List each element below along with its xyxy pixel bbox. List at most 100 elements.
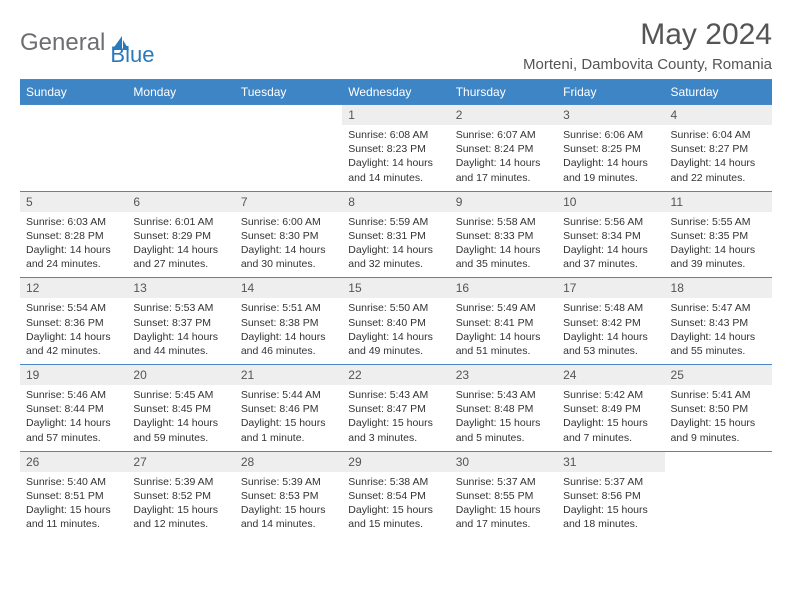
sunrise-text: Sunrise: 6:08 AM [348,128,443,142]
day-cell: Sunrise: 5:53 AMSunset: 8:37 PMDaylight:… [127,298,234,364]
day-number: 6 [127,191,234,212]
day2-text: and 3 minutes. [348,431,443,445]
day-cell: Sunrise: 5:51 AMSunset: 8:38 PMDaylight:… [235,298,342,364]
day1-text: Daylight: 14 hours [456,156,551,170]
sunrise-text: Sunrise: 6:03 AM [26,215,121,229]
day2-text: and 11 minutes. [26,517,121,531]
sunset-text: Sunset: 8:40 PM [348,316,443,330]
day1-text: Daylight: 14 hours [133,330,228,344]
sunset-text: Sunset: 8:34 PM [563,229,658,243]
sunset-text: Sunset: 8:47 PM [348,402,443,416]
month-title: May 2024 [523,18,772,52]
day-cell: Sunrise: 5:50 AMSunset: 8:40 PMDaylight:… [342,298,449,364]
day1-text: Daylight: 14 hours [348,243,443,257]
sunrise-text: Sunrise: 5:45 AM [133,388,228,402]
day-cell [235,125,342,191]
day2-text: and 46 minutes. [241,344,336,358]
day1-text: Daylight: 14 hours [133,243,228,257]
day-content-row: Sunrise: 5:46 AMSunset: 8:44 PMDaylight:… [20,385,772,451]
day2-text: and 19 minutes. [563,171,658,185]
day-number: 18 [665,278,772,299]
day2-text: and 12 minutes. [133,517,228,531]
sunrise-text: Sunrise: 5:47 AM [671,301,766,315]
day-number: 11 [665,191,772,212]
day-cell: Sunrise: 6:04 AMSunset: 8:27 PMDaylight:… [665,125,772,191]
sunset-text: Sunset: 8:23 PM [348,142,443,156]
sunrise-text: Sunrise: 6:01 AM [133,215,228,229]
sunrise-text: Sunrise: 5:44 AM [241,388,336,402]
day-number [127,105,234,126]
day2-text: and 30 minutes. [241,257,336,271]
day-cell: Sunrise: 5:37 AMSunset: 8:56 PMDaylight:… [557,472,664,538]
day2-text: and 14 minutes. [348,171,443,185]
weekday-header: Wednesday [342,80,449,105]
day1-text: Daylight: 14 hours [456,243,551,257]
location: Morteni, Dambovita County, Romania [523,56,772,73]
day1-text: Daylight: 14 hours [26,243,121,257]
day-cell: Sunrise: 5:42 AMSunset: 8:49 PMDaylight:… [557,385,664,451]
day-cell: Sunrise: 6:03 AMSunset: 8:28 PMDaylight:… [20,212,127,278]
sunrise-text: Sunrise: 5:37 AM [563,475,658,489]
day2-text: and 37 minutes. [563,257,658,271]
day1-text: Daylight: 15 hours [563,416,658,430]
sunset-text: Sunset: 8:53 PM [241,489,336,503]
sunset-text: Sunset: 8:43 PM [671,316,766,330]
sunset-text: Sunset: 8:35 PM [671,229,766,243]
day-number: 7 [235,191,342,212]
sunset-text: Sunset: 8:38 PM [241,316,336,330]
day2-text: and 32 minutes. [348,257,443,271]
day-number [20,105,127,126]
day1-text: Daylight: 14 hours [563,243,658,257]
sunset-text: Sunset: 8:45 PM [133,402,228,416]
day-cell: Sunrise: 5:49 AMSunset: 8:41 PMDaylight:… [450,298,557,364]
weekday-header: Sunday [20,80,127,105]
day-number: 28 [235,451,342,472]
sunset-text: Sunset: 8:51 PM [26,489,121,503]
day2-text: and 27 minutes. [133,257,228,271]
day-number: 14 [235,278,342,299]
day1-text: Daylight: 14 hours [241,243,336,257]
day-cell: Sunrise: 5:44 AMSunset: 8:46 PMDaylight:… [235,385,342,451]
day2-text: and 57 minutes. [26,431,121,445]
day-cell: Sunrise: 5:39 AMSunset: 8:52 PMDaylight:… [127,472,234,538]
sunset-text: Sunset: 8:30 PM [241,229,336,243]
day-cell: Sunrise: 5:38 AMSunset: 8:54 PMDaylight:… [342,472,449,538]
sunrise-text: Sunrise: 5:50 AM [348,301,443,315]
day-number: 16 [450,278,557,299]
day2-text: and 55 minutes. [671,344,766,358]
sunrise-text: Sunrise: 5:37 AM [456,475,551,489]
sunrise-text: Sunrise: 5:48 AM [563,301,658,315]
title-block: May 2024 Morteni, Dambovita County, Roma… [523,18,772,73]
sunrise-text: Sunrise: 6:07 AM [456,128,551,142]
day-number: 5 [20,191,127,212]
day-cell: Sunrise: 5:37 AMSunset: 8:55 PMDaylight:… [450,472,557,538]
weekday-header-row: Sunday Monday Tuesday Wednesday Thursday… [20,80,772,105]
day-number: 21 [235,365,342,386]
brand-part2: Blue [110,42,154,68]
day2-text: and 42 minutes. [26,344,121,358]
day-number: 26 [20,451,127,472]
day-cell: Sunrise: 5:39 AMSunset: 8:53 PMDaylight:… [235,472,342,538]
day-cell: Sunrise: 5:55 AMSunset: 8:35 PMDaylight:… [665,212,772,278]
day1-text: Daylight: 15 hours [671,416,766,430]
brand-part1: General [20,29,105,57]
day-number: 30 [450,451,557,472]
day-number: 2 [450,105,557,126]
day-cell: Sunrise: 5:48 AMSunset: 8:42 PMDaylight:… [557,298,664,364]
day-content-row: Sunrise: 5:54 AMSunset: 8:36 PMDaylight:… [20,298,772,364]
day1-text: Daylight: 14 hours [563,330,658,344]
day1-text: Daylight: 15 hours [456,416,551,430]
weekday-header: Monday [127,80,234,105]
weekday-header: Tuesday [235,80,342,105]
day2-text: and 53 minutes. [563,344,658,358]
sunset-text: Sunset: 8:50 PM [671,402,766,416]
sunset-text: Sunset: 8:24 PM [456,142,551,156]
day-cell: Sunrise: 6:08 AMSunset: 8:23 PMDaylight:… [342,125,449,191]
day-number: 8 [342,191,449,212]
day-cell: Sunrise: 5:56 AMSunset: 8:34 PMDaylight:… [557,212,664,278]
day-cell: Sunrise: 6:00 AMSunset: 8:30 PMDaylight:… [235,212,342,278]
day2-text: and 17 minutes. [456,171,551,185]
day1-text: Daylight: 15 hours [26,503,121,517]
sunrise-text: Sunrise: 5:41 AM [671,388,766,402]
day-number: 3 [557,105,664,126]
